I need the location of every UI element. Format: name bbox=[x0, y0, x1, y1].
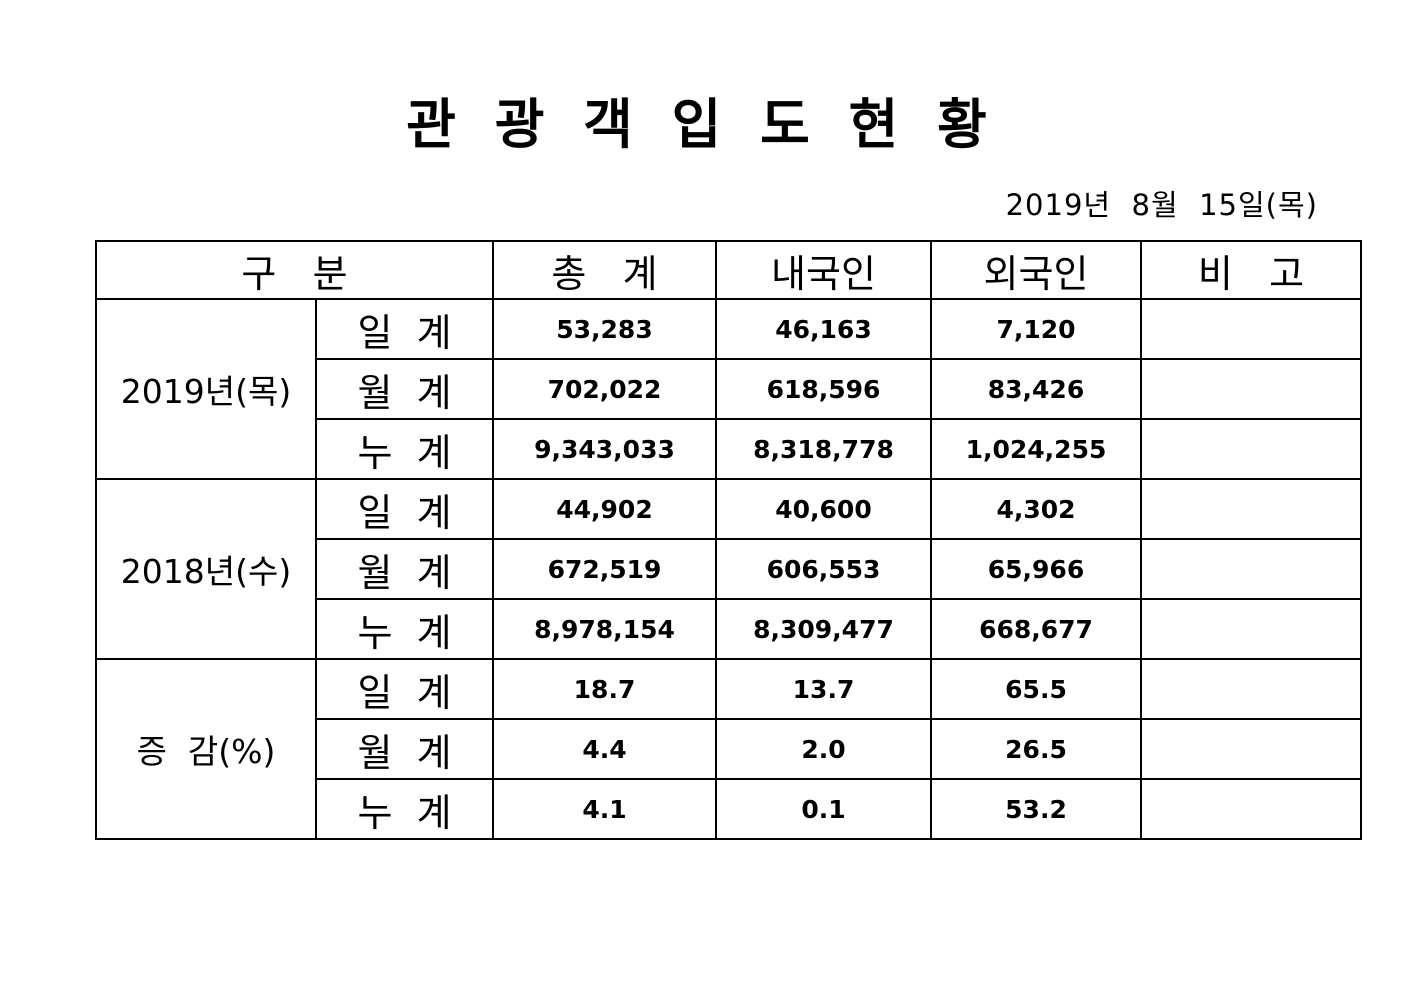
row-label-cumulative: 누 계 bbox=[315, 598, 494, 661]
header-foreign: 외국인 bbox=[930, 240, 1142, 301]
cell-note bbox=[1140, 658, 1362, 721]
table-row: 월 계 4.4 2.0 26.5 bbox=[96, 718, 1362, 781]
cell-domestic: 13.7 bbox=[715, 658, 932, 721]
row-label-daily: 일 계 bbox=[315, 658, 494, 721]
table-row: 누 계 8,978,154 8,309,477 668,677 bbox=[96, 598, 1362, 661]
page-title: 관 광 객 입 도 현 황 bbox=[406, 93, 997, 156]
cell-note bbox=[1140, 538, 1362, 601]
cell-domestic: 40,600 bbox=[715, 478, 932, 541]
table-row: 누 계 9,343,033 8,318,778 1,024,255 bbox=[96, 418, 1362, 481]
cell-note bbox=[1140, 298, 1362, 361]
cell-foreign: 7,120 bbox=[930, 298, 1142, 361]
group-label-change: 증 감(%) bbox=[95, 658, 317, 841]
row-label-monthly: 월 계 bbox=[315, 538, 494, 601]
row-label-cumulative: 누 계 bbox=[315, 418, 494, 481]
cell-note bbox=[1140, 478, 1362, 541]
row-label-daily: 일 계 bbox=[315, 478, 494, 541]
cell-foreign: 1,024,255 bbox=[930, 418, 1142, 481]
cell-note bbox=[1140, 418, 1362, 481]
cell-total: 18.7 bbox=[492, 658, 717, 721]
cell-total: 672,519 bbox=[492, 538, 717, 601]
cell-domestic: 606,553 bbox=[715, 538, 932, 601]
cell-domestic: 2.0 bbox=[715, 718, 932, 781]
cell-note bbox=[1140, 778, 1362, 841]
cell-domestic: 46,163 bbox=[715, 298, 932, 361]
cell-note bbox=[1140, 598, 1362, 661]
row-label-cumulative: 누 계 bbox=[315, 778, 494, 841]
group-label-2019: 2019년(목) bbox=[95, 298, 317, 481]
cell-domestic: 8,318,778 bbox=[715, 418, 932, 481]
header-total: 총 계 bbox=[492, 240, 717, 301]
cell-foreign: 65.5 bbox=[930, 658, 1142, 721]
table-row: 2018년(수) 일 계 44,902 40,600 4,302 bbox=[95, 478, 1362, 661]
cell-domestic: 0.1 bbox=[715, 778, 932, 841]
table-row: 월 계 672,519 606,553 65,966 bbox=[96, 538, 1362, 601]
cell-foreign: 53.2 bbox=[930, 778, 1142, 841]
cell-foreign: 83,426 bbox=[930, 358, 1142, 421]
table-row: 월 계 702,022 618,596 83,426 bbox=[96, 358, 1362, 421]
cell-total: 53,283 bbox=[492, 298, 717, 361]
cell-foreign: 4,302 bbox=[930, 478, 1142, 541]
header-note: 비 고 bbox=[1140, 240, 1362, 301]
cell-total: 8,978,154 bbox=[492, 598, 717, 661]
cell-foreign: 65,966 bbox=[930, 538, 1142, 601]
group-label-2018: 2018년(수) bbox=[95, 478, 317, 661]
header-domestic: 내국인 bbox=[715, 240, 932, 301]
cell-total: 44,902 bbox=[492, 478, 717, 541]
cell-domestic: 8,309,477 bbox=[715, 598, 932, 661]
cell-total: 9,343,033 bbox=[492, 418, 717, 481]
table-row: 증 감(%) 일 계 18.7 13.7 65.5 bbox=[95, 658, 1362, 841]
cell-note bbox=[1140, 718, 1362, 781]
cell-total: 702,022 bbox=[492, 358, 717, 421]
table-header-row: 구 분 총 계 내국인 외국인 비 고 bbox=[95, 240, 1362, 301]
cell-total: 4.1 bbox=[492, 778, 717, 841]
header-category: 구 분 bbox=[95, 240, 494, 301]
row-label-daily: 일 계 bbox=[315, 298, 494, 361]
row-label-monthly: 월 계 bbox=[315, 718, 494, 781]
table-row: 누 계 4.1 0.1 53.2 bbox=[96, 778, 1362, 841]
cell-foreign: 668,677 bbox=[930, 598, 1142, 661]
cell-foreign: 26.5 bbox=[930, 718, 1142, 781]
report-date: 2019년 8월 15일(목) bbox=[1005, 188, 1318, 223]
cell-note bbox=[1140, 358, 1362, 421]
row-label-monthly: 월 계 bbox=[315, 358, 494, 421]
table-row: 2019년(목) 일 계 53,283 46,163 7,120 bbox=[95, 298, 1362, 481]
tourist-arrival-table: 구 분 총 계 내국인 외국인 비 고 2019년(목) 일 계 53,283 … bbox=[95, 240, 1362, 841]
cell-total: 4.4 bbox=[492, 718, 717, 781]
cell-domestic: 618,596 bbox=[715, 358, 932, 421]
